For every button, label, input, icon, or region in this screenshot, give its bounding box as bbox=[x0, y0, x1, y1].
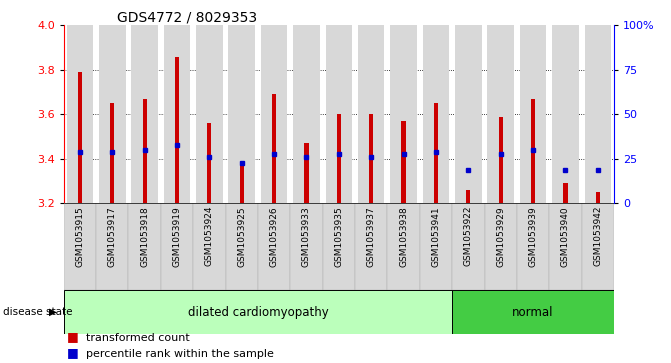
Text: GSM1053938: GSM1053938 bbox=[399, 206, 408, 267]
Bar bbox=[261, 25, 287, 203]
Bar bbox=[110, 103, 114, 203]
Text: GSM1053942: GSM1053942 bbox=[593, 206, 603, 266]
Bar bbox=[291, 203, 323, 290]
Text: GSM1053935: GSM1053935 bbox=[334, 206, 344, 267]
Bar bbox=[164, 25, 191, 203]
Bar bbox=[387, 203, 420, 290]
Bar bbox=[207, 123, 211, 203]
Bar bbox=[193, 203, 225, 290]
Bar bbox=[99, 25, 125, 203]
Bar bbox=[355, 203, 387, 290]
Bar bbox=[128, 203, 161, 290]
Text: GSM1053919: GSM1053919 bbox=[172, 206, 182, 267]
Bar bbox=[64, 203, 96, 290]
Bar bbox=[96, 203, 128, 290]
Text: GSM1053924: GSM1053924 bbox=[205, 206, 214, 266]
Text: GSM1053933: GSM1053933 bbox=[302, 206, 311, 267]
Text: GSM1053940: GSM1053940 bbox=[561, 206, 570, 266]
Text: GSM1053929: GSM1053929 bbox=[496, 206, 505, 266]
Bar bbox=[369, 114, 373, 203]
Text: ■: ■ bbox=[67, 330, 79, 343]
Bar bbox=[272, 94, 276, 203]
Text: ▶: ▶ bbox=[49, 307, 57, 317]
Bar bbox=[484, 203, 517, 290]
Bar bbox=[391, 25, 417, 203]
Bar bbox=[452, 203, 484, 290]
Bar bbox=[66, 25, 93, 203]
Text: GSM1053925: GSM1053925 bbox=[238, 206, 246, 266]
Bar bbox=[466, 190, 470, 203]
Text: GSM1053918: GSM1053918 bbox=[140, 206, 149, 267]
Bar bbox=[305, 143, 309, 203]
Text: GSM1053915: GSM1053915 bbox=[75, 206, 85, 267]
Text: GSM1053937: GSM1053937 bbox=[367, 206, 376, 267]
Text: GSM1053941: GSM1053941 bbox=[431, 206, 440, 266]
Bar bbox=[550, 203, 582, 290]
Bar bbox=[258, 203, 291, 290]
Bar bbox=[582, 203, 614, 290]
Bar bbox=[552, 25, 578, 203]
Text: GSM1053917: GSM1053917 bbox=[108, 206, 117, 267]
Bar bbox=[323, 203, 355, 290]
Bar bbox=[161, 203, 193, 290]
Bar bbox=[452, 290, 614, 334]
Text: GSM1053922: GSM1053922 bbox=[464, 206, 473, 266]
Bar bbox=[337, 114, 341, 203]
Bar bbox=[520, 25, 546, 203]
Text: GSM1053926: GSM1053926 bbox=[270, 206, 278, 266]
Bar bbox=[455, 25, 482, 203]
Bar bbox=[225, 203, 258, 290]
Bar bbox=[64, 290, 452, 334]
Bar bbox=[401, 121, 406, 203]
Text: dilated cardiomyopathy: dilated cardiomyopathy bbox=[188, 306, 328, 319]
Bar bbox=[142, 99, 147, 203]
Text: GSM1053939: GSM1053939 bbox=[529, 206, 537, 267]
Bar bbox=[487, 25, 514, 203]
Bar bbox=[531, 99, 535, 203]
Bar bbox=[358, 25, 384, 203]
Bar bbox=[132, 25, 158, 203]
Text: percentile rank within the sample: percentile rank within the sample bbox=[86, 349, 274, 359]
Text: transformed count: transformed count bbox=[86, 333, 190, 343]
Bar bbox=[564, 183, 568, 203]
Bar bbox=[325, 25, 352, 203]
Text: disease state: disease state bbox=[3, 307, 73, 317]
Bar bbox=[175, 57, 179, 203]
Bar bbox=[78, 72, 82, 203]
Bar bbox=[293, 25, 320, 203]
Bar bbox=[596, 192, 600, 203]
Bar bbox=[229, 25, 255, 203]
Bar bbox=[584, 25, 611, 203]
Bar bbox=[517, 203, 550, 290]
Text: GDS4772 / 8029353: GDS4772 / 8029353 bbox=[117, 11, 258, 25]
Bar bbox=[434, 103, 438, 203]
Bar bbox=[196, 25, 223, 203]
Text: normal: normal bbox=[512, 306, 554, 319]
Bar bbox=[499, 117, 503, 203]
Text: ■: ■ bbox=[67, 346, 79, 359]
Bar bbox=[420, 203, 452, 290]
Bar bbox=[423, 25, 449, 203]
Bar bbox=[240, 163, 244, 203]
